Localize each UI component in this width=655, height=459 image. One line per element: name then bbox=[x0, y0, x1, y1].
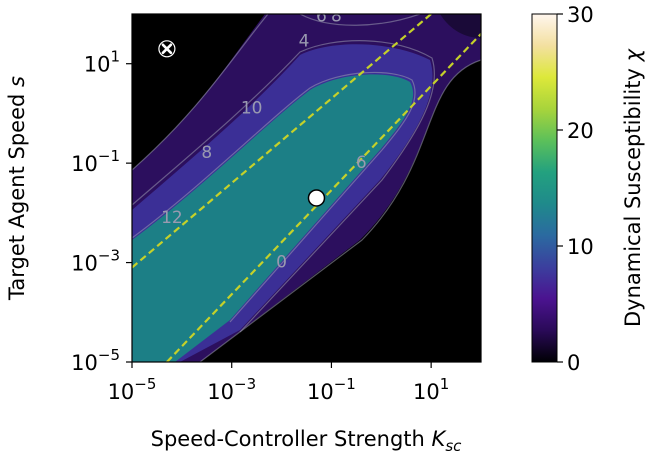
colorbar: 0 10 20 30 Dynamical Susceptibility χ bbox=[531, 3, 645, 375]
contour-label: 8 bbox=[331, 6, 342, 26]
x-tick-label: 10−5 bbox=[108, 375, 157, 404]
plot-frame bbox=[131, 13, 482, 363]
region-top-right-dark bbox=[440, 14, 481, 38]
colorbar-tick-label: 10 bbox=[567, 235, 594, 259]
lower-dashed-line bbox=[166, 33, 481, 362]
colorbar-gradient bbox=[531, 13, 558, 363]
circle-marker bbox=[307, 189, 326, 207]
high-susceptibility-band bbox=[132, 74, 414, 362]
y-axis-label: Target Agent Speed s bbox=[5, 76, 29, 301]
colorbar-tick-label: 20 bbox=[567, 119, 594, 143]
y-tick-label: 10−3 bbox=[71, 247, 120, 276]
contour-label: 12 bbox=[161, 208, 183, 228]
y-axis: 101 10−1 10−3 10−5 bbox=[71, 48, 132, 375]
colorbar-tick-label: 0 bbox=[567, 351, 580, 375]
x-axis-label: Speed-Controller Strength Ksc bbox=[151, 427, 463, 455]
contour-label: 4 bbox=[299, 31, 310, 51]
contour-label: 8 bbox=[201, 143, 212, 163]
x-axis: 10−5 10−3 10−1 101 bbox=[108, 362, 449, 404]
x-tick-label: 10−3 bbox=[207, 375, 256, 404]
contour-label: 10 bbox=[241, 98, 263, 118]
colorbar-tick-label: 30 bbox=[567, 3, 594, 27]
x-tick-label: 101 bbox=[413, 375, 449, 404]
y-tick-label: 10−1 bbox=[71, 147, 120, 176]
marker-layer bbox=[158, 40, 326, 207]
x-tick-label: 10−1 bbox=[307, 375, 356, 404]
contour-label: 6 bbox=[356, 153, 367, 173]
y-tick-label: 10−5 bbox=[71, 346, 120, 375]
colorbar-label: Dynamical Susceptibility χ bbox=[621, 47, 645, 327]
contour-label: 6 bbox=[316, 6, 327, 26]
contour-lines bbox=[132, 14, 481, 362]
contour-label: 0 bbox=[276, 253, 287, 273]
x-marker bbox=[158, 40, 176, 58]
y-tick-label: 101 bbox=[84, 48, 120, 77]
colorbar-ticks: 0 10 20 30 bbox=[557, 3, 594, 375]
